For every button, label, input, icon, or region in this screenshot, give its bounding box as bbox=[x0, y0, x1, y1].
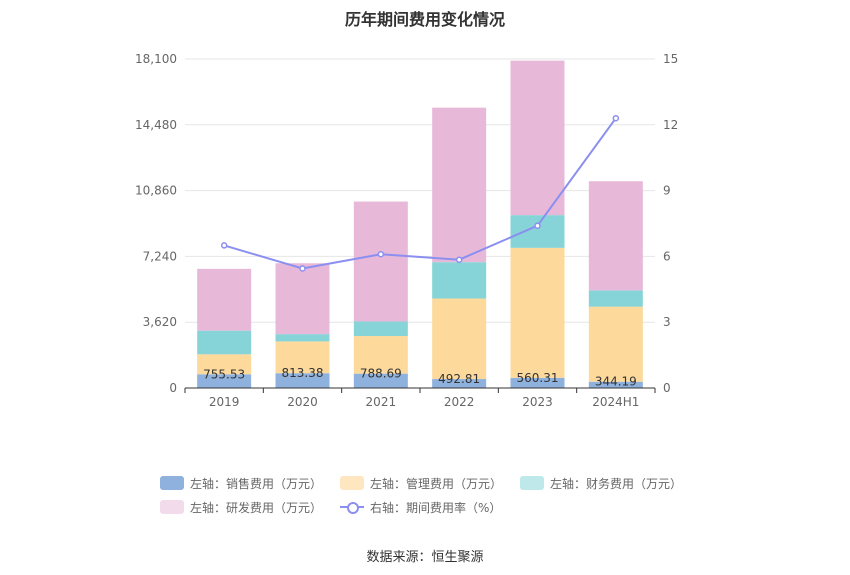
bar-segment bbox=[275, 341, 330, 374]
bar-segment bbox=[510, 60, 565, 216]
x-tick-label: 2019 bbox=[209, 395, 240, 409]
legend-swatch-rd bbox=[160, 500, 184, 514]
bar-segment bbox=[510, 377, 565, 388]
bar-segment bbox=[275, 373, 330, 388]
data-labels: 755.53 813.38 788.69 492.81 560.31 344.19 bbox=[203, 366, 637, 389]
bar-segment bbox=[510, 247, 565, 378]
y-right-tick-label: 0 bbox=[663, 381, 671, 395]
legend-swatch-admin bbox=[340, 476, 364, 490]
legend-swatch-rate bbox=[340, 500, 365, 514]
bar-segment bbox=[588, 290, 643, 307]
grid-lines bbox=[185, 58, 655, 323]
y-left-tick-label: 7,240 bbox=[143, 249, 177, 263]
y-left-tick-label: 0 bbox=[169, 381, 177, 395]
y-right-tick-label: 9 bbox=[663, 184, 671, 198]
rate-line-point bbox=[534, 222, 541, 229]
legend-label-sales: 左轴：销售费用（万元） bbox=[190, 476, 323, 491]
bar-segment bbox=[353, 373, 408, 388]
x-tick-label: 2020 bbox=[287, 395, 318, 409]
bar-segment bbox=[353, 321, 408, 337]
y-left-tick-label: 3,620 bbox=[143, 315, 177, 329]
legend-label-rate: 右轴：期间费用率（%） bbox=[370, 500, 502, 515]
bars bbox=[197, 60, 643, 388]
bar-data-label: 492.81 bbox=[438, 372, 480, 386]
bar-data-label: 560.31 bbox=[517, 371, 559, 385]
chart-title: 历年期间费用变化情况 bbox=[344, 10, 505, 29]
x-tick-label: 2022 bbox=[444, 395, 475, 409]
rate-line-point bbox=[220, 242, 228, 249]
bar-segment bbox=[197, 354, 252, 375]
legend-item-sales[interactable]: 左轴：销售费用（万元） bbox=[160, 475, 322, 492]
bar-segment bbox=[432, 379, 487, 388]
legend-item-rd[interactable]: 左轴：研发费用（万元） bbox=[160, 499, 322, 516]
rate-line-point bbox=[377, 250, 385, 258]
legend-label-admin: 左轴：管理费用（万元） bbox=[370, 476, 503, 491]
bar-segment bbox=[432, 262, 487, 299]
y-right-tick-label: 12 bbox=[663, 118, 678, 132]
legend-item-rate[interactable]: 右轴：期间费用率（%） bbox=[340, 499, 501, 516]
rate-line bbox=[220, 114, 620, 272]
legend-swatch-sales bbox=[160, 476, 184, 490]
x-tick-label: 2021 bbox=[366, 395, 397, 409]
bar-segment bbox=[275, 334, 330, 342]
legend-label-rd: 左轴：研发费用（万元） bbox=[190, 500, 323, 515]
bar-data-label: 344.19 bbox=[595, 375, 637, 389]
bar-segment bbox=[197, 268, 252, 331]
rate-line-point bbox=[455, 256, 463, 263]
legend-swatch-finance bbox=[520, 476, 544, 490]
y-right-tick-label: 15 bbox=[663, 52, 678, 66]
bar-segment bbox=[588, 181, 643, 291]
x-tick-label: 2023 bbox=[522, 395, 553, 409]
rate-line-path bbox=[223, 117, 617, 270]
x-tick-label: 2024H1 bbox=[592, 395, 639, 409]
bar-segment bbox=[197, 374, 252, 388]
rate-line-point bbox=[612, 114, 620, 122]
y-left-tick-label: 10,860 bbox=[135, 184, 177, 198]
y-right-tick-label: 3 bbox=[663, 315, 671, 329]
y-left-tick-label: 14,480 bbox=[135, 118, 177, 132]
bar-data-label: 755.53 bbox=[203, 367, 245, 381]
bar-segment bbox=[197, 330, 252, 355]
bar-data-label: 788.69 bbox=[360, 367, 402, 381]
legend: 左轴：销售费用（万元） 左轴：管理费用（万元） 左轴：财务费用（万元） 左轴：研… bbox=[160, 471, 700, 519]
legend-label-finance: 左轴：财务费用（万元） bbox=[550, 476, 683, 491]
data-source: 数据来源：恒生聚源 bbox=[366, 550, 484, 565]
rate-line-point bbox=[299, 265, 306, 272]
bar-segment bbox=[588, 306, 643, 382]
bar-data-label: 813.38 bbox=[282, 366, 324, 380]
legend-item-admin[interactable]: 左轴：管理费用（万元） bbox=[340, 475, 502, 492]
axes: 0 3,620 7,240 10,860 14,480 18,100 0 3 6 9 12 15 201… bbox=[135, 52, 678, 409]
bar-segment bbox=[588, 381, 643, 388]
y-left-tick-label: 18,100 bbox=[135, 52, 177, 66]
bar-segment bbox=[510, 215, 565, 248]
bar-segment bbox=[353, 201, 408, 322]
bar-segment bbox=[432, 298, 487, 380]
y-right-tick-label: 6 bbox=[663, 249, 671, 263]
legend-item-finance[interactable]: 左轴：财务费用（万元） bbox=[520, 475, 682, 492]
bar-segment bbox=[353, 336, 408, 374]
bar-segment bbox=[275, 263, 330, 335]
bar-segment bbox=[432, 107, 487, 263]
